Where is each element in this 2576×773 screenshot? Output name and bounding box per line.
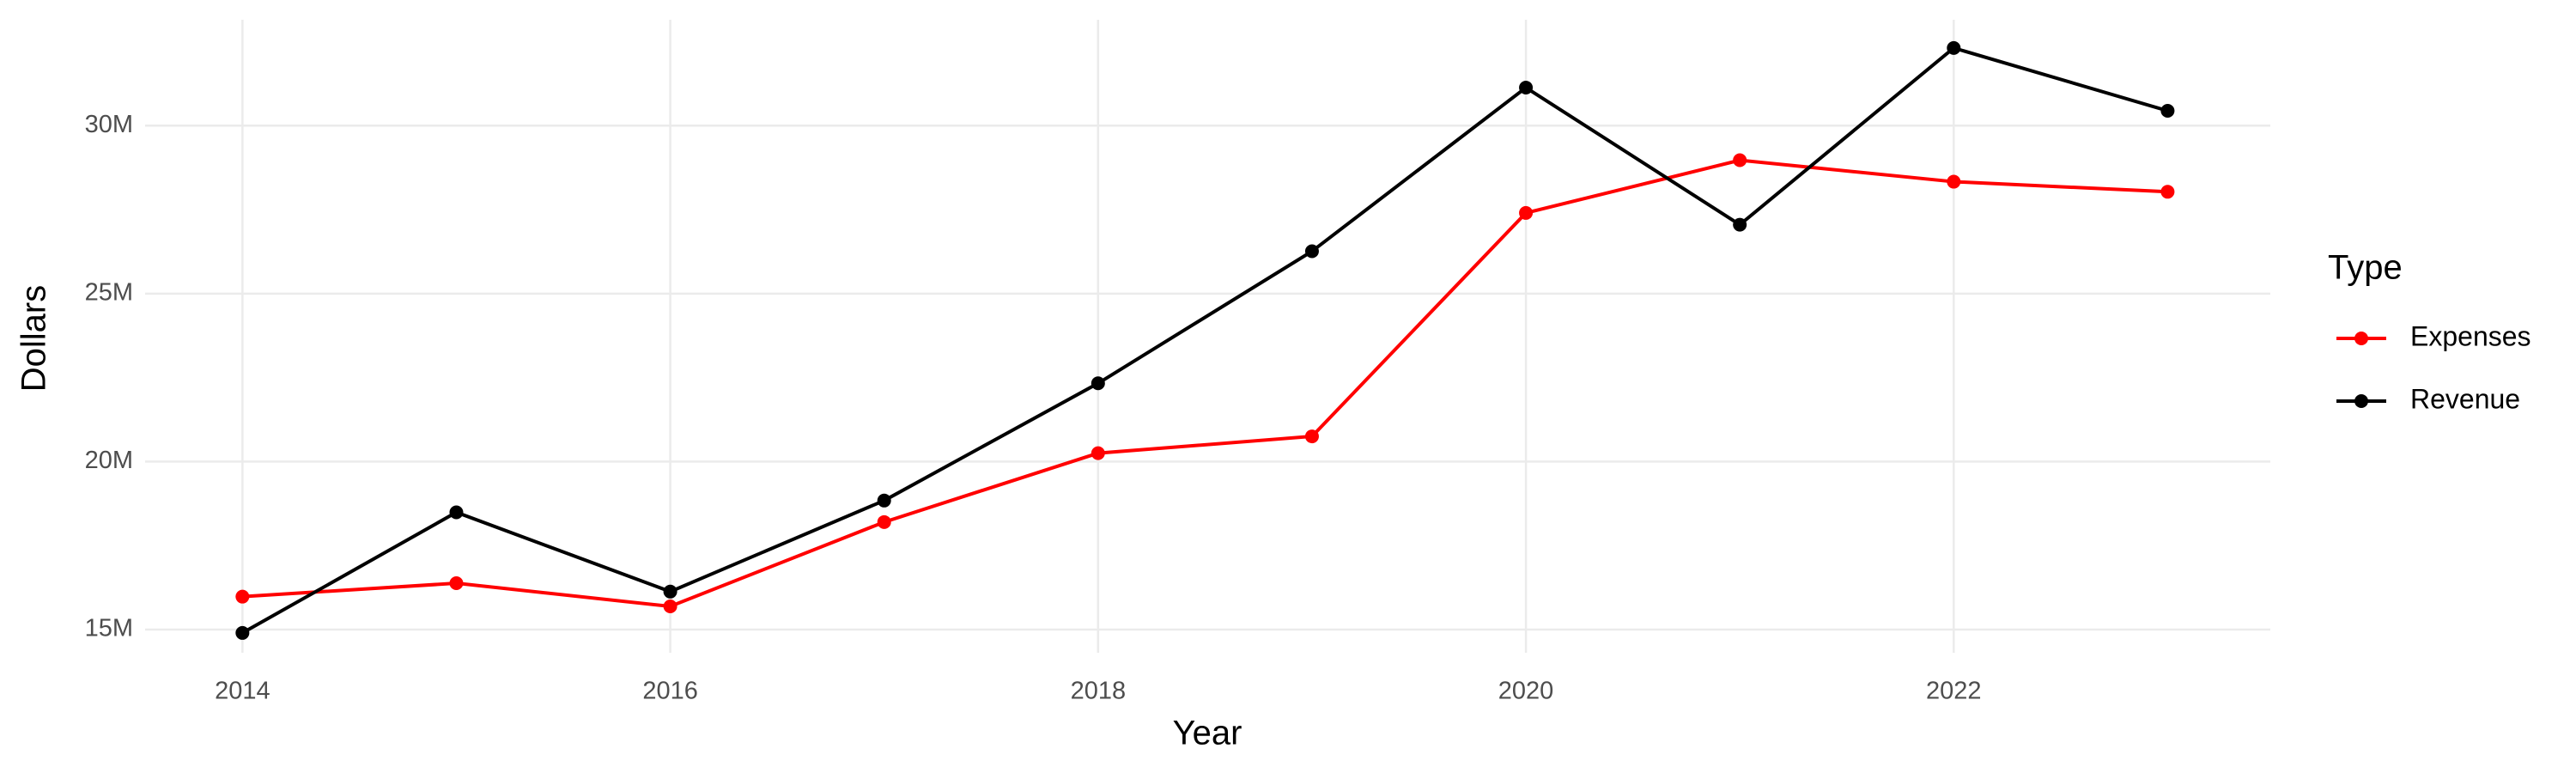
y-tick-label: 15M [85,615,133,642]
data-point [2160,104,2175,119]
data-point [877,493,891,508]
y-tick-label: 25M [85,278,133,306]
x-tick-label: 2014 [215,678,270,705]
data-point [1091,446,1105,460]
legend-label: Expenses [2410,320,2531,351]
data-point [1304,429,1319,444]
y-tick-label: 20M [85,447,133,474]
data-point [1733,217,1747,232]
series-line [242,158,2168,609]
x-tick-label: 2016 [642,678,698,705]
legend-title: Type [2328,249,2403,287]
data-point [235,625,250,640]
x-tick-label: 2022 [1926,678,1982,705]
data-point [2160,185,2175,199]
data-point [449,576,464,591]
data-point [1304,244,1319,259]
legend-key-point [2354,332,2368,345]
y-tick-label: 30M [85,111,133,138]
data-point [1091,376,1105,391]
x-axis-title: Year [1173,715,1242,752]
y-axis-title: Dollars [15,285,53,392]
data-point [663,600,677,614]
legend-key-point [2354,394,2368,408]
data-point [1519,205,1534,220]
data-point [1947,40,1961,55]
data-point [449,505,464,520]
data-point [1733,153,1747,167]
series-line [241,46,2168,635]
x-tick-label: 2020 [1498,678,1554,705]
data-point [877,514,891,529]
x-tick-label: 2018 [1071,678,1127,705]
legend-label: Revenue [2410,383,2520,414]
data-point [235,589,250,604]
data-point [1947,174,1961,189]
data-point [1519,81,1534,95]
data-point [663,584,677,599]
